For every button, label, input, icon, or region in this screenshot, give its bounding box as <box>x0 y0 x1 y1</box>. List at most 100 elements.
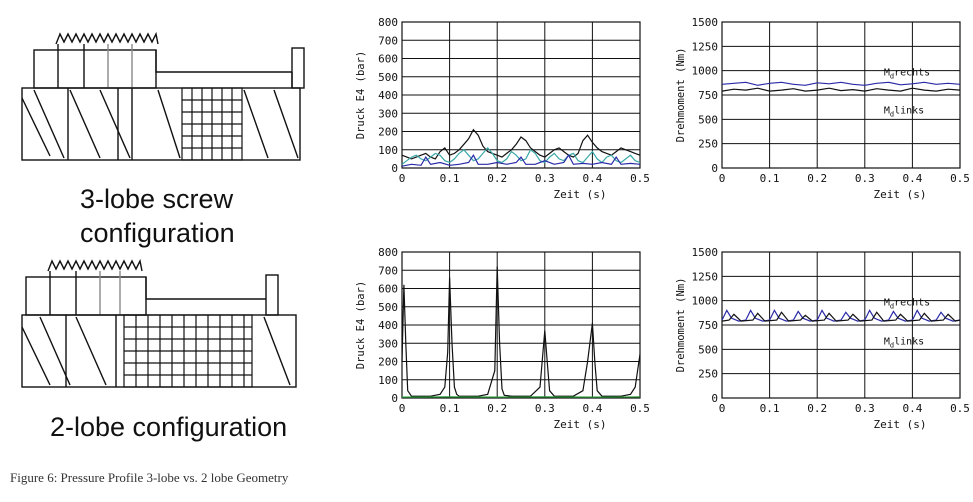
annotation-subscript: d <box>890 73 894 81</box>
x-tick-label: 0.1 <box>440 172 460 185</box>
x-axis-label: Zeit (s) <box>554 418 607 431</box>
x-tick-label: 0.3 <box>535 402 555 415</box>
plot-frame <box>721 251 961 399</box>
x-tick-label: 0.5 <box>950 402 970 415</box>
chart-torque-3-lobe: 0 250 500 750 1000 1250 1500 0 0.1 0.2 0.3 0.4 0.5 Ze… <box>675 16 970 201</box>
chart-pressure-3-lobe: 0 100 200 300 400 500 600 700 800 0 0.1 0.2 0.3 0.4 0.… <box>355 16 650 201</box>
y-tick-label: 400 <box>378 319 398 332</box>
y-tick-label: 250 <box>698 368 718 381</box>
y-axis-label: Druck E4 (bar) <box>355 51 367 140</box>
annotation-base: M <box>884 336 890 347</box>
x-tick-label: 0.4 <box>582 402 602 415</box>
y-tick-label: 600 <box>378 283 398 296</box>
config-label-2-lobe-line1: 2-lobe configuration <box>50 412 288 442</box>
x-tick-label: 0 <box>399 402 406 415</box>
y-tick-label: 1500 <box>692 246 719 259</box>
y-tick-label: 700 <box>378 34 398 47</box>
y-tick-label: 600 <box>378 53 398 66</box>
x-tick-label: 0.4 <box>902 172 922 185</box>
y-tick-label: 500 <box>378 71 398 84</box>
y-tick-label: 0 <box>391 392 398 405</box>
x-tick-label: 0.1 <box>760 402 780 415</box>
screw-diagram-3-lobe <box>21 31 305 161</box>
annotation-subscript: d <box>890 110 894 118</box>
plot-frame <box>721 21 961 169</box>
y-tick-label: 0 <box>391 162 398 175</box>
annotation-text: rechts <box>894 68 930 79</box>
x-tick-label: 0.2 <box>487 402 507 415</box>
plot-frame <box>401 251 641 399</box>
chart-pressure-2-lobe: 0 100 200 300 400 500 600 700 800 0 0.1 0.2 0.3 0.4 0.… <box>355 246 650 431</box>
x-axis-label: Zeit (s) <box>874 418 927 431</box>
annotation-label: Mdlinks <box>884 336 924 349</box>
annotation-base: M <box>884 298 890 309</box>
x-tick-label: 0.3 <box>535 172 555 185</box>
x-tick-label: 0.2 <box>807 402 827 415</box>
x-tick-label: 0.4 <box>902 402 922 415</box>
x-tick-label: 0 <box>399 172 406 185</box>
y-tick-label: 300 <box>378 107 398 120</box>
x-tick-label: 0.2 <box>487 172 507 185</box>
plot-frame <box>401 21 641 169</box>
chart-grid <box>721 21 961 169</box>
x-tick-label: 0 <box>719 402 726 415</box>
y-tick-label: 750 <box>698 319 718 332</box>
x-axis-label: Zeit (s) <box>874 188 927 201</box>
config-label-3-lobe-line2: configuration <box>80 218 235 248</box>
y-tick-label: 800 <box>378 16 398 29</box>
x-tick-label: 0.5 <box>950 172 970 185</box>
annotation-base: M <box>884 68 890 79</box>
y-tick-label: 750 <box>698 89 718 102</box>
config-label-2-lobe: 2-lobe configuration <box>50 410 287 444</box>
y-tick-label: 1000 <box>692 65 719 78</box>
y-tick-label: 0 <box>711 162 718 175</box>
figure-caption: Figure 6: Pressure Profile 3-lobe vs. 2 … <box>10 470 289 485</box>
y-tick-label: 400 <box>378 89 398 102</box>
annotation-label: Mdrechts <box>884 68 930 81</box>
series-line <box>401 128 641 160</box>
annotation-subscript: d <box>890 341 894 349</box>
annotation-label: Mdrechts <box>884 298 930 311</box>
y-tick-label: 500 <box>698 113 718 126</box>
y-axis-label: Drehmoment (Nm) <box>675 278 687 373</box>
y-tick-label: 0 <box>711 392 718 405</box>
series-line <box>401 266 641 397</box>
x-axis-label: Zeit (s) <box>554 188 607 201</box>
x-tick-label: 0.2 <box>807 172 827 185</box>
y-tick-label: 500 <box>698 343 718 356</box>
y-axis-label: Druck E4 (bar) <box>355 281 367 370</box>
y-tick-label: 1250 <box>692 40 719 53</box>
y-tick-label: 700 <box>378 264 398 277</box>
annotation-base: M <box>884 105 890 116</box>
y-tick-label: 200 <box>378 356 398 369</box>
x-tick-label: 0.1 <box>760 172 780 185</box>
chart-torque-2-lobe: 0 250 500 750 1000 1250 1500 0 0.1 0.2 0.3 0.4 0.5 Ze… <box>675 246 970 431</box>
series-line <box>721 87 961 92</box>
annotation-text: links <box>894 105 924 116</box>
annotation-text: links <box>894 336 924 347</box>
x-tick-label: 0 <box>719 172 726 185</box>
series-line <box>721 81 961 86</box>
y-tick-label: 1000 <box>692 295 719 308</box>
y-tick-label: 300 <box>378 337 398 350</box>
series-line <box>721 309 961 322</box>
series-line <box>401 154 641 167</box>
y-tick-label: 1500 <box>692 16 719 29</box>
annotation-text: rechts <box>894 298 930 309</box>
y-tick-label: 500 <box>378 301 398 314</box>
x-tick-label: 0.3 <box>855 402 875 415</box>
y-axis-label: Drehmoment (Nm) <box>675 48 687 143</box>
y-tick-label: 800 <box>378 246 398 259</box>
chart-grid <box>401 251 641 399</box>
y-tick-label: 250 <box>698 138 718 151</box>
y-tick-label: 1250 <box>692 270 719 283</box>
y-tick-label: 100 <box>378 144 398 157</box>
x-tick-label: 0.1 <box>440 402 460 415</box>
annotation-label: Mdlinks <box>884 105 924 118</box>
series-line <box>721 311 961 322</box>
annotation-subscript: d <box>890 303 894 311</box>
config-label-3-lobe: 3-lobe screw configuration <box>80 182 235 250</box>
chart-grid <box>401 21 641 169</box>
y-tick-label: 100 <box>378 374 398 387</box>
config-label-3-lobe-line1: 3-lobe screw <box>80 184 234 214</box>
